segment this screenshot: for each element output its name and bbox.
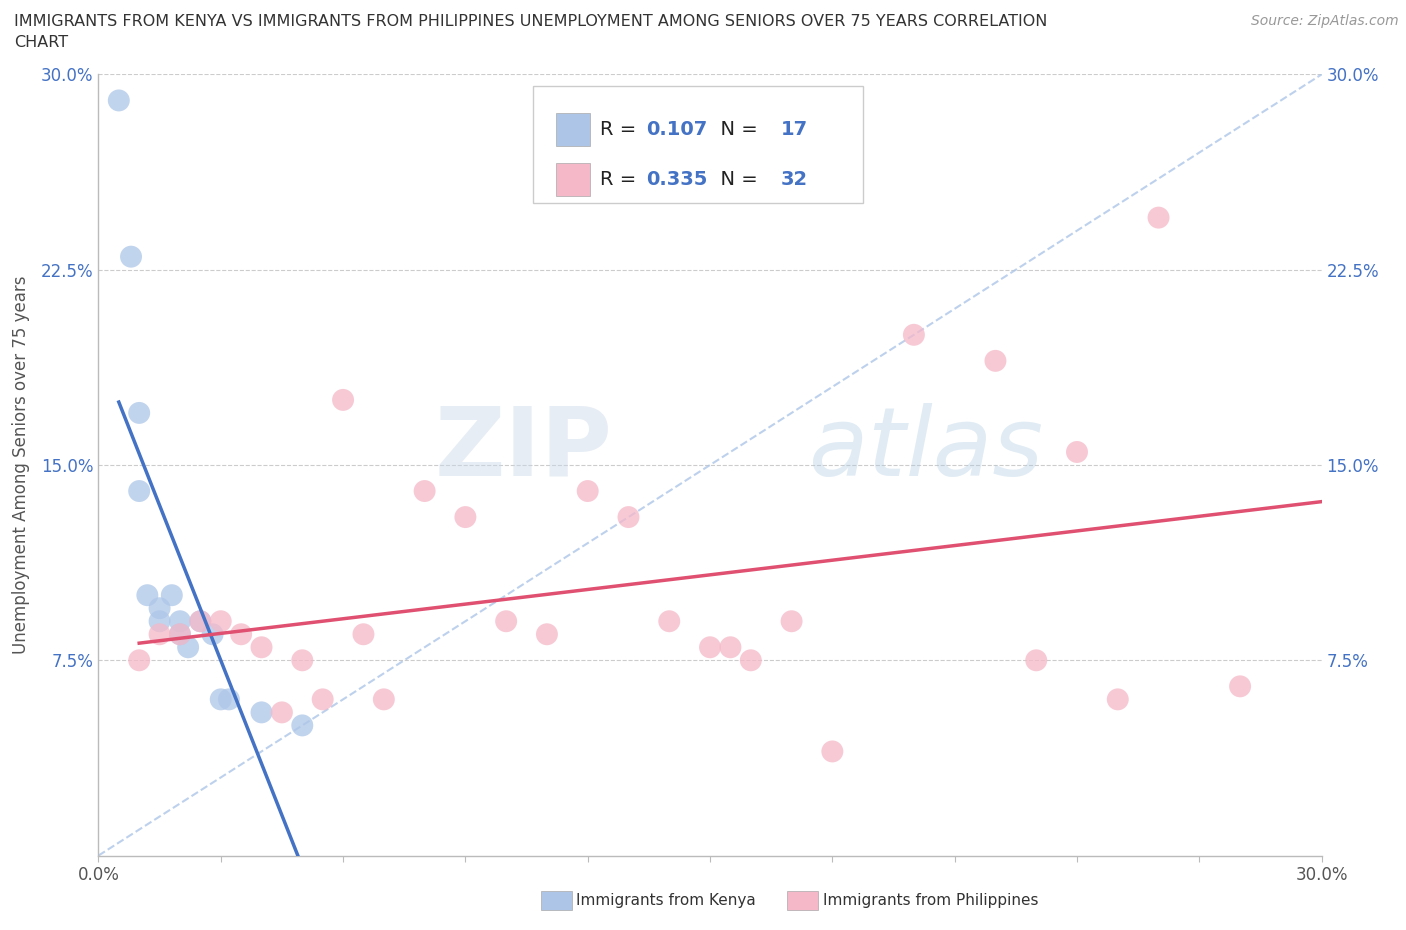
Point <box>128 653 150 668</box>
FancyBboxPatch shape <box>555 113 591 146</box>
Text: N =: N = <box>707 120 763 139</box>
Point <box>149 614 172 629</box>
Point <box>120 249 142 264</box>
Text: 0.335: 0.335 <box>647 170 707 189</box>
Point <box>231 627 253 642</box>
Point <box>821 744 844 759</box>
Text: R =: R = <box>600 120 643 139</box>
Point <box>373 692 395 707</box>
Point <box>658 614 681 629</box>
Point <box>160 588 183 603</box>
Point <box>984 353 1007 368</box>
Point <box>1229 679 1251 694</box>
Text: R =: R = <box>600 170 643 189</box>
Point <box>903 327 925 342</box>
Point <box>740 653 762 668</box>
Point <box>270 705 294 720</box>
Point <box>1025 653 1047 668</box>
Point <box>1066 445 1088 459</box>
Point <box>128 405 150 420</box>
Point <box>188 614 212 629</box>
Point <box>136 588 159 603</box>
Point <box>718 640 742 655</box>
Point <box>108 93 131 108</box>
FancyBboxPatch shape <box>555 164 591 196</box>
FancyBboxPatch shape <box>533 86 863 204</box>
Point <box>699 640 721 655</box>
Point <box>169 614 191 629</box>
Text: Immigrants from Philippines: Immigrants from Philippines <box>823 893 1038 908</box>
Point <box>250 640 273 655</box>
Point <box>128 484 150 498</box>
Y-axis label: Unemployment Among Seniors over 75 years: Unemployment Among Seniors over 75 years <box>11 276 30 654</box>
Text: 0.107: 0.107 <box>647 120 707 139</box>
Point <box>1147 210 1170 225</box>
Text: 32: 32 <box>780 170 808 189</box>
Point <box>169 627 191 642</box>
Point <box>201 627 224 642</box>
Point <box>188 614 212 629</box>
Point <box>413 484 436 498</box>
Point <box>209 692 232 707</box>
Point <box>177 640 200 655</box>
Text: IMMIGRANTS FROM KENYA VS IMMIGRANTS FROM PHILIPPINES UNEMPLOYMENT AMONG SENIORS : IMMIGRANTS FROM KENYA VS IMMIGRANTS FROM… <box>14 14 1047 29</box>
Point <box>454 510 477 525</box>
Text: ZIP: ZIP <box>434 403 612 496</box>
Point <box>291 653 314 668</box>
Point <box>250 705 273 720</box>
Point <box>312 692 335 707</box>
Text: Immigrants from Kenya: Immigrants from Kenya <box>576 893 756 908</box>
Point <box>291 718 314 733</box>
Point <box>576 484 599 498</box>
Point <box>149 601 172 616</box>
Text: N =: N = <box>707 170 763 189</box>
Point <box>780 614 803 629</box>
Point <box>169 627 191 642</box>
Point <box>536 627 558 642</box>
Point <box>1107 692 1129 707</box>
Text: atlas: atlas <box>808 403 1043 496</box>
Point <box>332 392 354 407</box>
Point <box>617 510 640 525</box>
Text: CHART: CHART <box>14 35 67 50</box>
Point <box>209 614 232 629</box>
Text: Source: ZipAtlas.com: Source: ZipAtlas.com <box>1251 14 1399 28</box>
Point <box>218 692 240 707</box>
Text: 17: 17 <box>780 120 808 139</box>
Point <box>352 627 374 642</box>
Point <box>495 614 517 629</box>
Point <box>149 627 172 642</box>
